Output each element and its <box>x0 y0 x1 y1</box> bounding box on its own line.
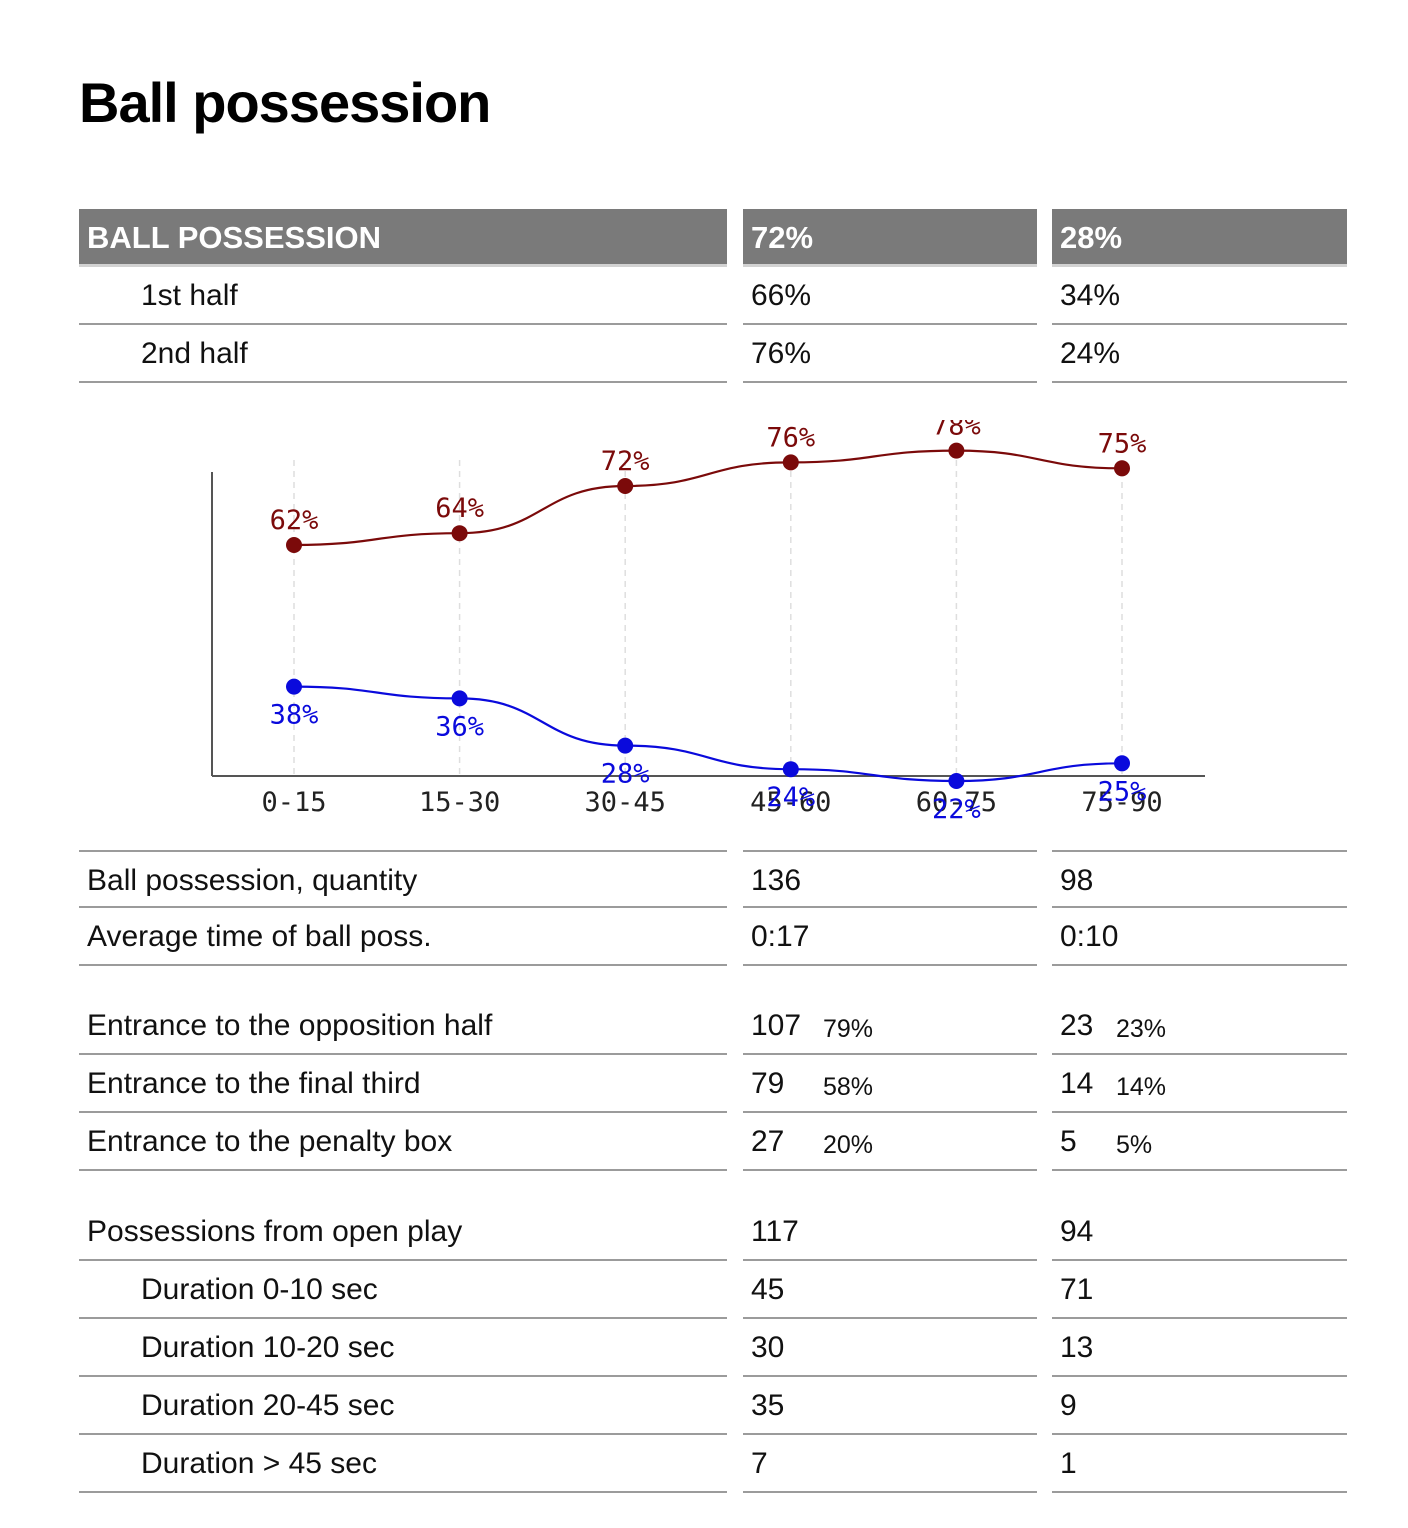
entrance-team-b-value: 14 <box>1060 1067 1094 1100</box>
data-point <box>782 761 799 778</box>
entrance-team-b-pct: 14% <box>1116 1073 1167 1101</box>
summary-row-label: 2nd half <box>79 325 727 383</box>
data-point <box>286 537 302 553</box>
data-point <box>617 478 634 494</box>
data-label: 24% <box>766 782 815 813</box>
stats-label-column: Ball possession, quantity Average time o… <box>79 850 727 966</box>
entrance-team-a-cell: 27 20% <box>743 1113 1037 1171</box>
entrance-team-b-cell: 5 5% <box>1052 1113 1347 1171</box>
entrance-label: Entrance to the final third <box>79 1055 727 1113</box>
summary-team-a-column: 72% 66% 76% <box>743 209 1037 383</box>
summary-row-label: 1st half <box>79 267 727 325</box>
duration-team-b-value: 1 <box>1052 1435 1347 1493</box>
x-tick-label: 60-75 <box>916 787 997 818</box>
duration-label: Duration 20-45 sec <box>79 1377 727 1435</box>
data-label: 64% <box>435 493 484 524</box>
entrance-team-a-pct: 58% <box>823 1073 874 1101</box>
stat-team-a-value: 136 <box>743 850 1037 908</box>
entrance-team-b-pct: 5% <box>1116 1131 1153 1159</box>
entrance-team-a-value: 79 <box>751 1067 785 1100</box>
entrance-team-b-pct: 23% <box>1116 1015 1167 1043</box>
duration-team-b-value: 9 <box>1052 1377 1347 1435</box>
summary-header-team-a: 72% <box>743 209 1037 267</box>
entrance-team-a-value: 107 <box>751 1009 802 1042</box>
entrance-label-column: Entrance to the opposition half Entrance… <box>79 997 727 1171</box>
open-play-team-b-column: 94 71 13 9 1 <box>1052 1203 1347 1493</box>
duration-team-a-value: 30 <box>743 1319 1037 1377</box>
x-tick-label: 75-90 <box>1081 787 1162 818</box>
duration-team-a-value: 7 <box>743 1435 1037 1493</box>
x-tick-label: 0-15 <box>261 787 326 818</box>
data-label: 25% <box>1098 776 1147 807</box>
summary-team-a-value: 76% <box>743 325 1037 383</box>
data-point <box>1114 460 1130 477</box>
open-play-label-column: Possessions from open play Duration 0-10… <box>79 1203 727 1493</box>
entrance-team-a-column: 107 79% 79 58% 27 20% <box>743 997 1037 1171</box>
data-label: 62% <box>270 505 319 536</box>
data-point <box>948 442 965 459</box>
entrance-team-b-value: 5 <box>1060 1125 1077 1158</box>
entrance-team-a-cell: 79 58% <box>743 1055 1037 1113</box>
stat-label: Average time of ball poss. <box>79 908 727 966</box>
data-label: 72% <box>601 446 650 477</box>
stats-team-a-column: 136 0:17 <box>743 850 1037 966</box>
data-point <box>451 690 468 707</box>
duration-label: Duration > 45 sec <box>79 1435 727 1493</box>
open-play-team-a-value: 117 <box>743 1203 1037 1261</box>
possession-line-chart: 0-15 15-30 30-45 45-60 60-75 75-90 62% 64% 72% 76… <box>211 420 1205 825</box>
data-point <box>451 525 468 542</box>
data-point <box>1114 755 1130 772</box>
summary-team-b-value: 24% <box>1052 325 1347 383</box>
data-label: 75% <box>1098 428 1147 459</box>
data-label: 76% <box>766 422 815 453</box>
data-point <box>782 454 799 471</box>
duration-team-b-value: 13 <box>1052 1319 1347 1377</box>
data-point <box>286 678 302 695</box>
summary-header-label: BALL POSSESSION <box>79 209 727 267</box>
page-title: Ball possession <box>79 71 491 134</box>
open-play-team-a-column: 117 45 30 35 7 <box>743 1203 1037 1493</box>
stat-label: Ball possession, quantity <box>79 850 727 908</box>
entrance-team-b-value: 23 <box>1060 1009 1094 1042</box>
summary-team-b-column: 28% 34% 24% <box>1052 209 1347 383</box>
entrance-label: Entrance to the penalty box <box>79 1113 727 1171</box>
stat-team-b-value: 98 <box>1052 850 1347 908</box>
entrance-team-b-column: 23 23% 14 14% 5 5% <box>1052 997 1347 1171</box>
entrance-team-a-value: 27 <box>751 1125 785 1158</box>
x-tick-label: 30-45 <box>585 787 666 818</box>
stat-team-b-value: 0:10 <box>1052 908 1347 966</box>
entrance-team-a-pct: 79% <box>823 1015 874 1043</box>
series-line <box>293 449 1123 547</box>
summary-team-b-value: 34% <box>1052 267 1347 325</box>
duration-team-a-value: 35 <box>743 1377 1037 1435</box>
series-line <box>293 685 1123 783</box>
stat-team-a-value: 0:17 <box>743 908 1037 966</box>
open-play-label: Possessions from open play <box>79 1203 727 1261</box>
data-label: 22% <box>932 794 981 825</box>
entrance-team-b-cell: 23 23% <box>1052 997 1347 1055</box>
data-point <box>948 773 965 789</box>
entrance-team-b-cell: 14 14% <box>1052 1055 1347 1113</box>
duration-team-b-value: 71 <box>1052 1261 1347 1319</box>
entrance-team-a-cell: 107 79% <box>743 997 1037 1055</box>
x-tick-label: 15-30 <box>419 787 500 818</box>
duration-label: Duration 10-20 sec <box>79 1319 727 1377</box>
summary-label-column: BALL POSSESSION 1st half 2nd half <box>79 209 727 383</box>
data-label: 78% <box>932 420 981 442</box>
data-label: 28% <box>601 759 650 790</box>
summary-header-team-b: 28% <box>1052 209 1347 267</box>
entrance-team-a-pct: 20% <box>823 1131 874 1159</box>
summary-team-a-value: 66% <box>743 267 1037 325</box>
duration-team-a-value: 45 <box>743 1261 1037 1319</box>
duration-label: Duration 0-10 sec <box>79 1261 727 1319</box>
data-label: 36% <box>435 711 484 742</box>
data-point <box>617 737 634 754</box>
x-tick-label: 45-60 <box>750 787 831 818</box>
stats-team-b-column: 98 0:10 <box>1052 850 1347 966</box>
data-label: 38% <box>270 700 319 731</box>
open-play-team-b-value: 94 <box>1052 1203 1347 1261</box>
entrance-label: Entrance to the opposition half <box>79 997 727 1055</box>
